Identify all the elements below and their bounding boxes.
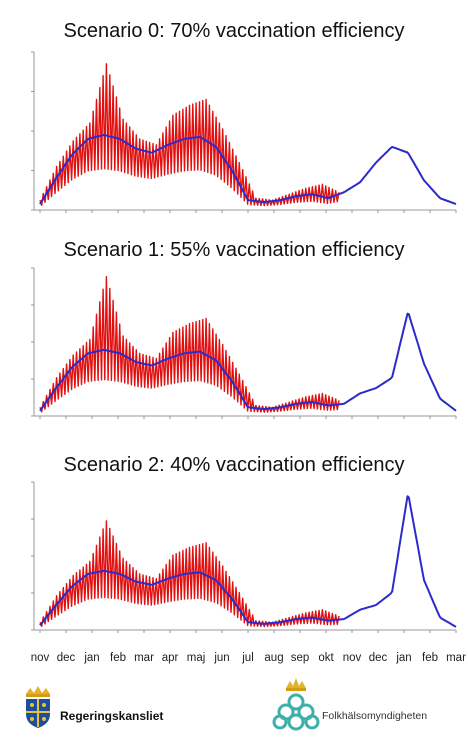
crown-shield-icon <box>18 684 58 730</box>
x-tick-label: nov <box>30 652 50 664</box>
regeringskansliet-logo-text: Regeringskansliet <box>60 709 164 723</box>
model-series-line <box>39 134 457 206</box>
crown-knot-icon <box>272 676 320 738</box>
observed-series-line <box>39 63 340 207</box>
x-tick-label: dec <box>56 652 76 664</box>
folkhalsomyndigheten-logo-text: Folkhälsomyndigheten <box>322 710 428 722</box>
x-axis-labels: nov dec jan feb mar apr maj jun jul aug sep okt nov d… <box>0 652 468 670</box>
chart-scenario-2 <box>31 481 457 633</box>
x-tick-label: jan <box>396 652 412 664</box>
x-tick-label: mar <box>446 652 466 664</box>
x-tick-label: aug <box>264 652 284 664</box>
x-tick-label: nov <box>342 652 362 664</box>
chart-title-scenario-0: Scenario 0: 70% vaccination efficiency <box>63 20 405 42</box>
x-tick-label: jun <box>214 652 230 664</box>
x-tick-label: feb <box>422 652 438 664</box>
model-series-line <box>39 312 457 412</box>
x-tick-label: feb <box>110 652 126 664</box>
model-series-line <box>39 495 457 628</box>
chart-title-scenario-2: Scenario 2: 40% vaccination efficiency <box>63 454 405 476</box>
observed-series-line <box>39 520 340 628</box>
x-tick-label: mar <box>134 652 154 664</box>
x-tick-label: sep <box>290 652 310 664</box>
observed-series-line <box>39 276 340 413</box>
chart-scenario-1 <box>31 267 457 419</box>
x-tick-label: apr <box>161 652 179 664</box>
chart-scenario-0 <box>31 51 457 213</box>
x-tick-label: maj <box>186 652 206 664</box>
x-tick-label: okt <box>318 652 334 664</box>
x-tick-label: jan <box>84 652 100 664</box>
x-tick-label: dec <box>368 652 388 664</box>
x-tick-label: jul <box>242 652 254 664</box>
chart-title-scenario-1: Scenario 1: 55% vaccination efficiency <box>63 239 405 261</box>
